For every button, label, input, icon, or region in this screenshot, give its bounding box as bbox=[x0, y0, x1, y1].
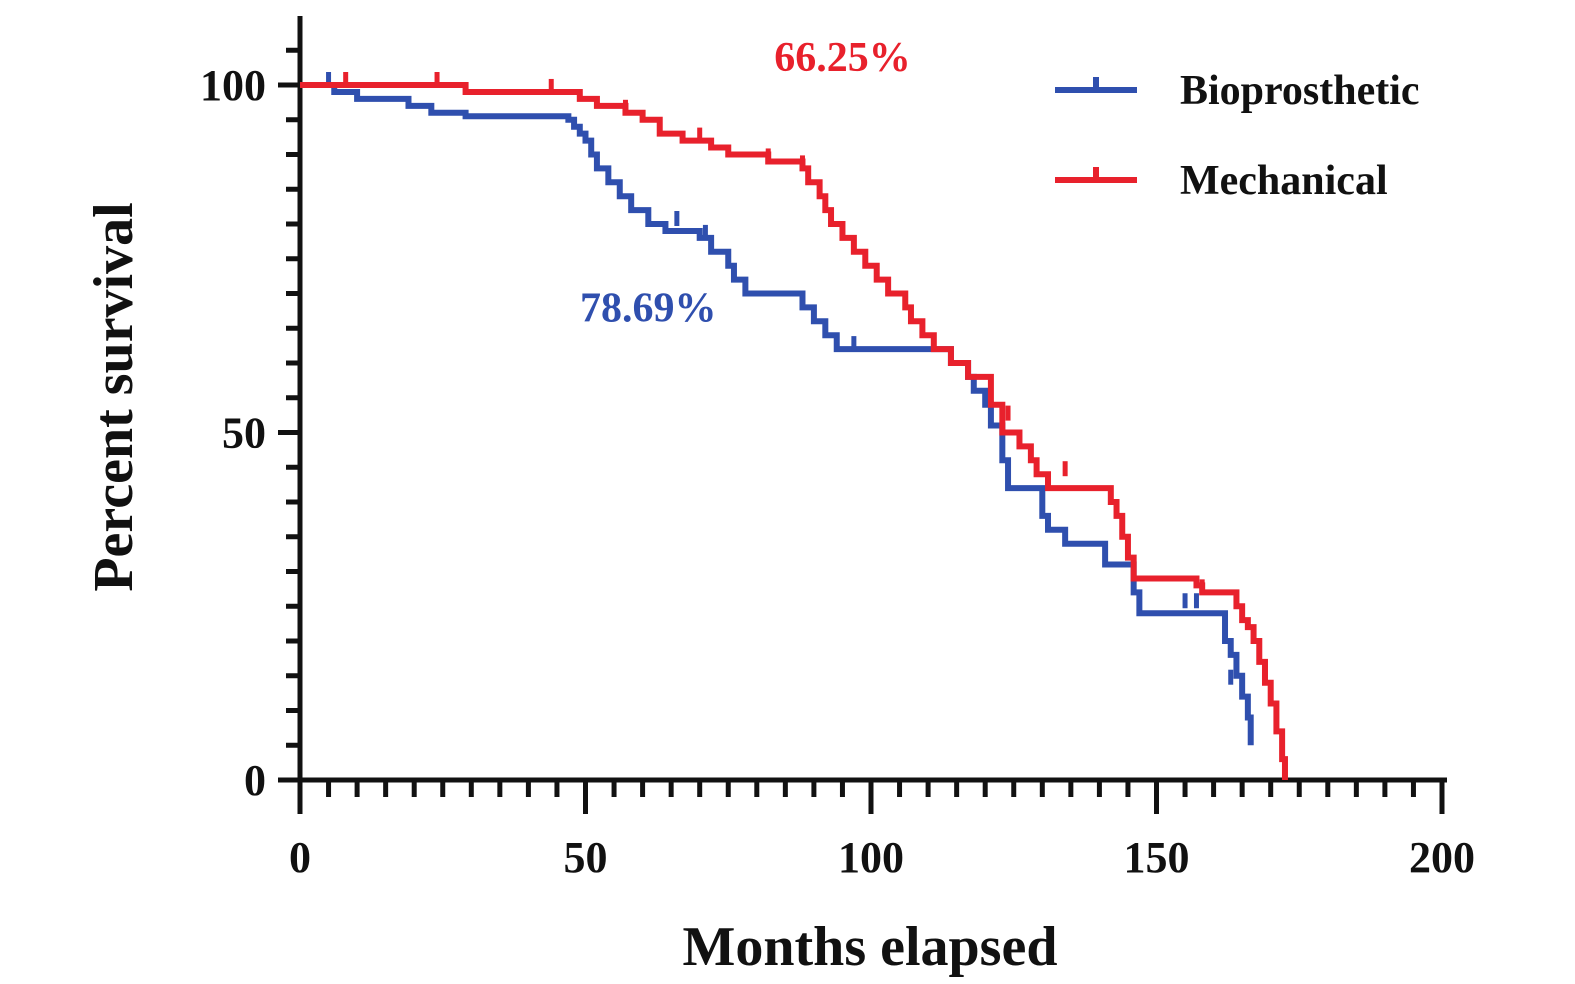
legend-label-bioprosthetic: Bioprosthetic bbox=[1180, 68, 1420, 114]
series-layer bbox=[300, 72, 1288, 780]
y-axis-title: Percent survival bbox=[83, 202, 145, 591]
y-tick-label: 100 bbox=[200, 61, 266, 110]
legend-item-mechanical: Mechanical bbox=[1055, 158, 1388, 204]
legend: Bioprosthetic Mechanical bbox=[1055, 68, 1420, 204]
survival-line-bioprosthetic bbox=[300, 82, 1254, 746]
y-tick-label: 50 bbox=[222, 409, 266, 458]
x-tick-label: 50 bbox=[564, 833, 608, 882]
series-bioprosthetic bbox=[300, 72, 1254, 746]
percent-annotation: 66.25% bbox=[774, 35, 911, 81]
axis-tick-labels: 0 50 100 150 200 0 50 100 bbox=[200, 61, 1475, 882]
x-tick-label: 0 bbox=[289, 833, 311, 882]
survival-line-mechanical bbox=[300, 82, 1288, 780]
series-mechanical bbox=[300, 72, 1288, 780]
x-tick-label: 100 bbox=[838, 833, 904, 882]
legend-label-mechanical: Mechanical bbox=[1180, 158, 1388, 204]
x-tick-label: 150 bbox=[1124, 833, 1190, 882]
legend-item-bioprosthetic: Bioprosthetic bbox=[1055, 68, 1420, 114]
annotations-layer: 66.25% 78.69% bbox=[580, 35, 911, 331]
x-axis-title: Months elapsed bbox=[683, 916, 1058, 978]
y-tick-label: 0 bbox=[244, 756, 266, 805]
axis-ticks bbox=[278, 47, 1445, 814]
axes bbox=[297, 16, 1447, 783]
x-tick-label: 200 bbox=[1409, 833, 1475, 882]
percent-annotation: 78.69% bbox=[580, 285, 717, 331]
